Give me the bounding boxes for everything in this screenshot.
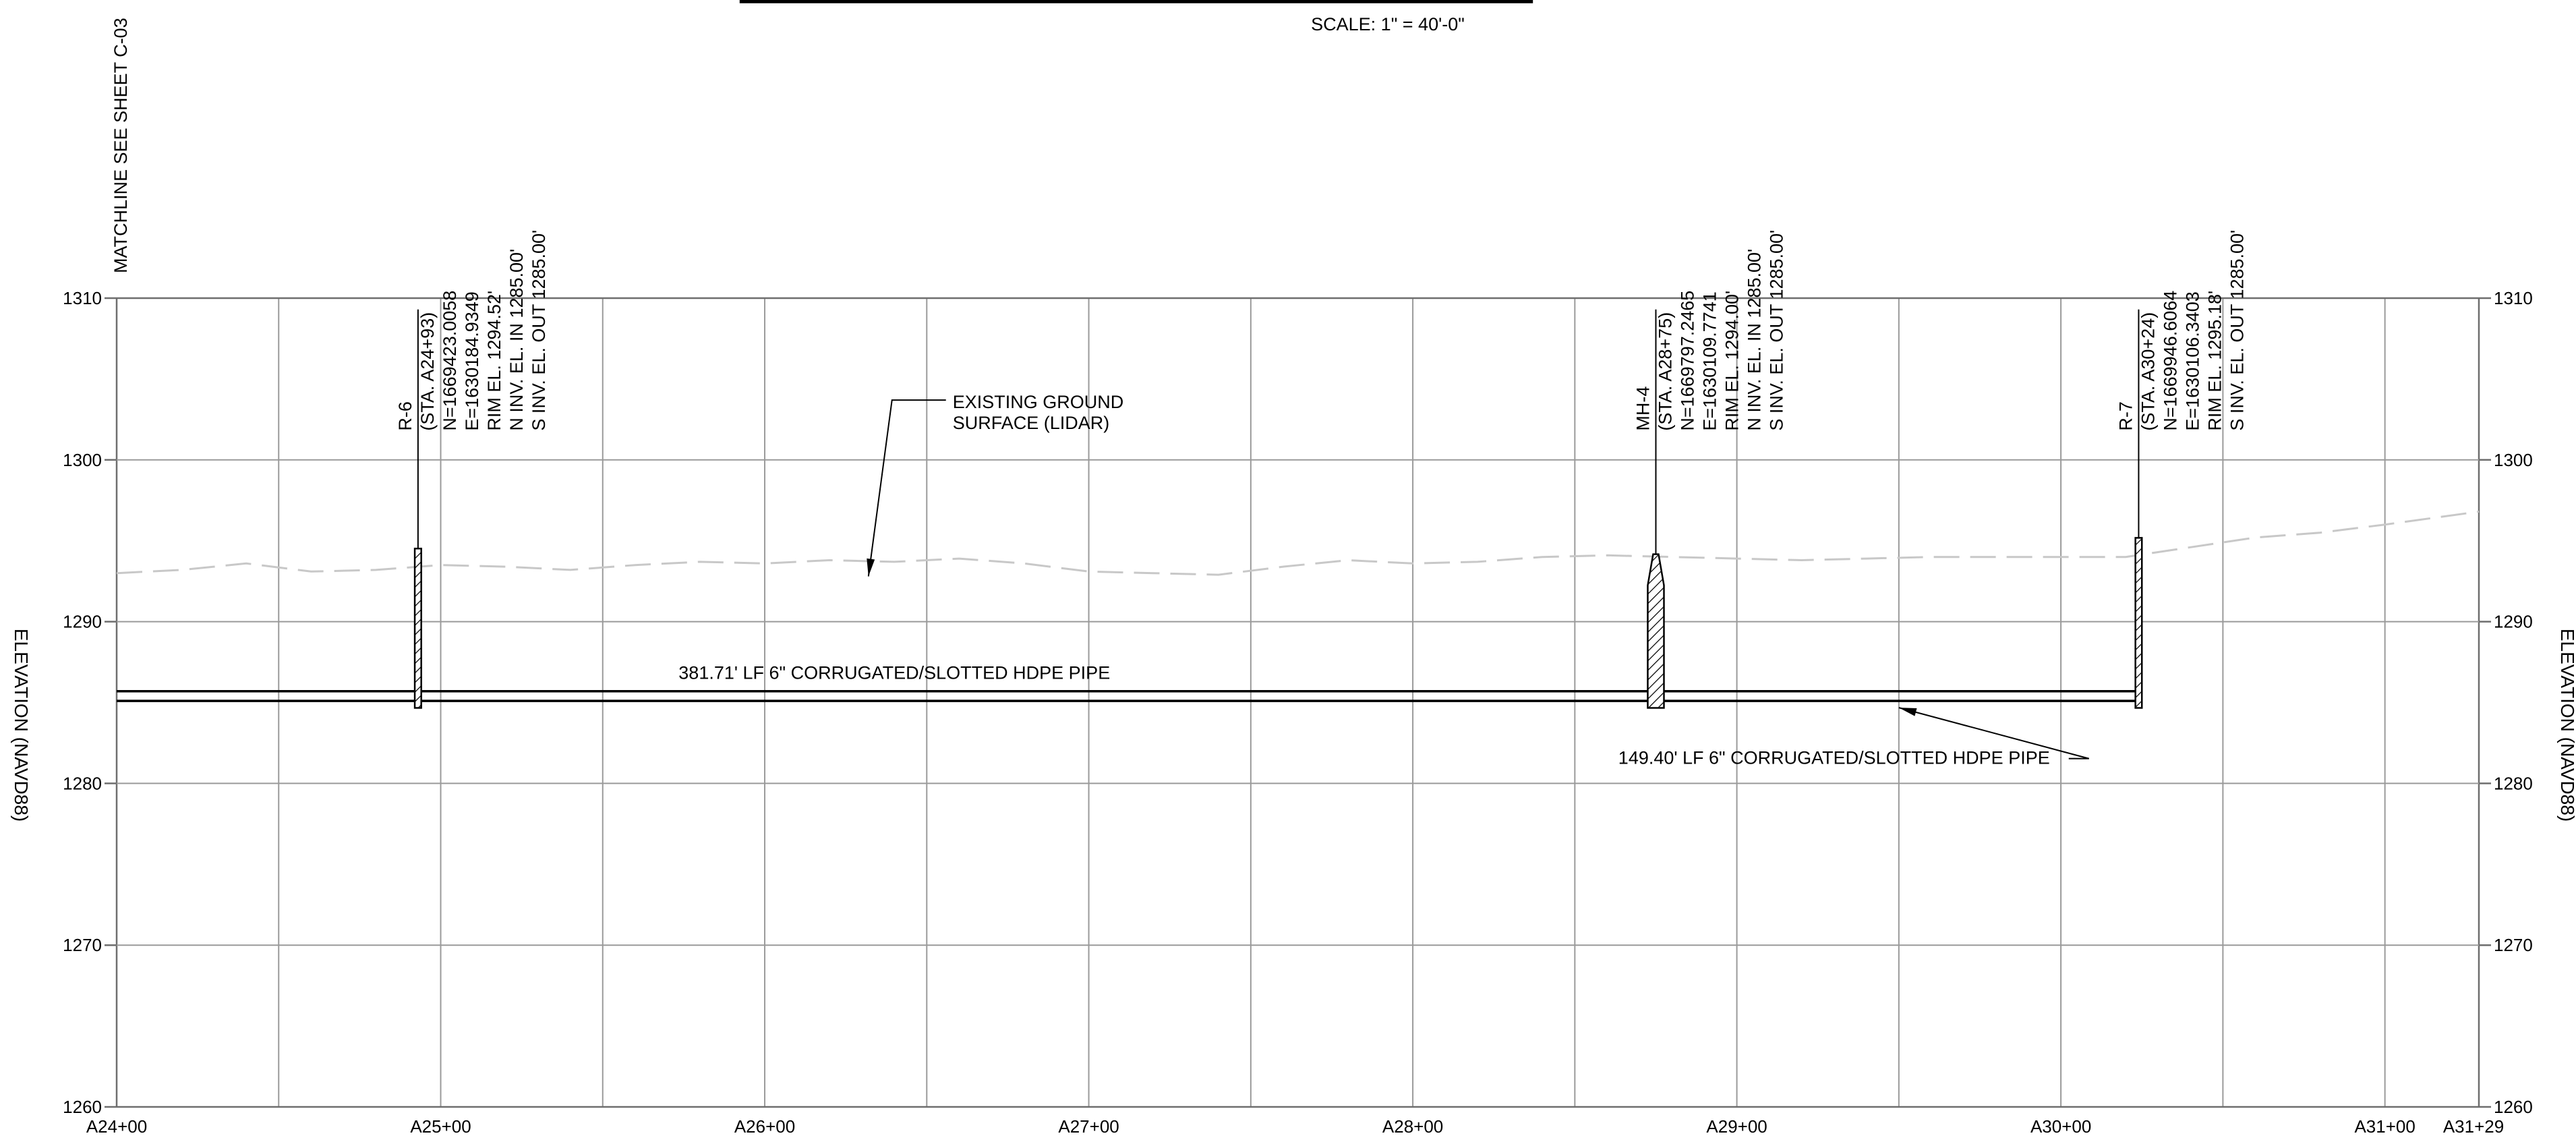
structure-r7: R-7 (STA. A30+24) N=1669946.6064 E=16301… xyxy=(2115,230,2247,709)
elevation-tick: 1310 xyxy=(63,288,102,308)
elevation-tick: 1300 xyxy=(2494,450,2533,470)
elevation-tick: 1290 xyxy=(2494,612,2533,632)
structure-label: R-7 xyxy=(2115,401,2136,431)
station-tick: A29+00 xyxy=(1706,1116,1767,1137)
vertical-gridlines xyxy=(115,298,2480,1107)
station-tick: A26+00 xyxy=(734,1116,795,1137)
structure-label: MH-4 xyxy=(1633,387,1653,431)
structure-inv-out: S INV. EL. OUT 1285.00' xyxy=(2227,230,2247,431)
pipe-runs xyxy=(117,689,2139,702)
structure-inv-in: N INV. EL. IN 1285.00' xyxy=(1744,249,1764,431)
pipe-label: 381.71' LF 6" CORRUGATED/SLOTTED HDPE PI… xyxy=(678,663,1110,683)
structures: R-6 (STA. A24+93) N=1669423.0058 E=16301… xyxy=(395,230,2247,709)
station-tick: A31+29 xyxy=(2443,1116,2504,1137)
scale-note: SCALE: 1" = 40'-0" xyxy=(1311,14,1465,34)
elevation-tick: 1260 xyxy=(63,1097,102,1117)
station-tick: A31+00 xyxy=(2354,1116,2415,1137)
elevation-axis-title-left: ELEVATION (NAVD88) xyxy=(11,629,32,822)
structure-r6: R-6 (STA. A24+93) N=1669423.0058 E=16301… xyxy=(395,230,549,709)
sheet-title: STA. A24+00 TO END - PLAN xyxy=(740,0,1533,6)
structure-inv-out: S INV. EL. OUT 1285.00' xyxy=(1766,230,1786,431)
station-tick: A28+00 xyxy=(1382,1116,1443,1137)
structure-station: (STA. A30+24) xyxy=(2138,312,2158,431)
elevation-tick: 1300 xyxy=(63,450,102,470)
structure-label: R-6 xyxy=(395,401,415,431)
structure-station: (STA. A24+93) xyxy=(417,312,438,431)
ground-leader-line xyxy=(867,399,946,577)
pipe-leader-line xyxy=(1898,707,2090,760)
structure-rim: RIM EL. 1294.00' xyxy=(1722,291,1742,431)
structure-rim: RIM EL. 1294.52' xyxy=(484,291,504,431)
pipe-label: 149.40' LF 6" CORRUGATED/SLOTTED HDPE PI… xyxy=(1618,748,2050,768)
structure-body xyxy=(2134,537,2143,709)
elevation-tick: 1260 xyxy=(2494,1097,2533,1117)
elevation-tick: 1270 xyxy=(63,935,102,955)
structure-inv-out: S INV. EL. OUT 1285.00' xyxy=(529,230,549,431)
station-tick: A30+00 xyxy=(2030,1116,2091,1137)
elevation-tick: 1290 xyxy=(63,612,102,632)
elevation-ticks-left: 1310 1300 1290 1280 1270 1260 xyxy=(63,288,102,1117)
structure-body xyxy=(413,547,422,709)
elevation-tick: 1280 xyxy=(63,773,102,793)
structure-rim: RIM EL. 1295.18' xyxy=(2204,291,2225,431)
structure-northing: N=1669423.0058 xyxy=(440,291,460,431)
matchline-label: MATCHLINE SEE SHEET C-03 xyxy=(111,18,131,273)
structure-station: (STA. A28+75) xyxy=(1655,312,1675,431)
elevation-axis-title-right: ELEVATION (NAVD88) xyxy=(2557,629,2576,822)
structure-inv-in: N INV. EL. IN 1285.00' xyxy=(506,249,527,431)
structure-body xyxy=(1647,553,1665,709)
station-ticks: A24+00 A25+00 A26+00 A27+00 A28+00 A29+0… xyxy=(86,1116,2504,1137)
structure-easting: E=1630184.9349 xyxy=(462,291,482,430)
structure-easting: E=1630109.7741 xyxy=(1699,291,1720,430)
elevation-tick: 1280 xyxy=(2494,773,2533,793)
elevation-tick: 1270 xyxy=(2494,935,2533,955)
pipe-leader-arrow xyxy=(1898,708,1917,716)
station-tick: A27+00 xyxy=(1058,1116,1119,1137)
ground-callout-line2: SURFACE (LIDAR) xyxy=(953,413,1110,433)
ground-callout-line1: EXISTING GROUND xyxy=(953,392,1124,412)
structure-northing: N=1669946.6064 xyxy=(2160,291,2180,431)
station-tick: A25+00 xyxy=(410,1116,471,1137)
elevation-ticks-right: 1310 1300 1290 1280 1270 1260 xyxy=(2494,288,2533,1117)
structure-easting: E=1630106.3403 xyxy=(2182,291,2202,430)
structure-mh4: MH-4 (STA. A28+75) N=1669797.2465 E=1630… xyxy=(1633,230,1786,709)
horizontal-gridlines xyxy=(105,297,2491,1108)
existing-ground-line xyxy=(116,511,2480,576)
ground-leader-arrow xyxy=(867,558,875,577)
elevation-tick: 1310 xyxy=(2494,288,2533,308)
structure-northing: N=1669797.2465 xyxy=(1677,291,1697,431)
station-tick: A24+00 xyxy=(86,1116,147,1137)
